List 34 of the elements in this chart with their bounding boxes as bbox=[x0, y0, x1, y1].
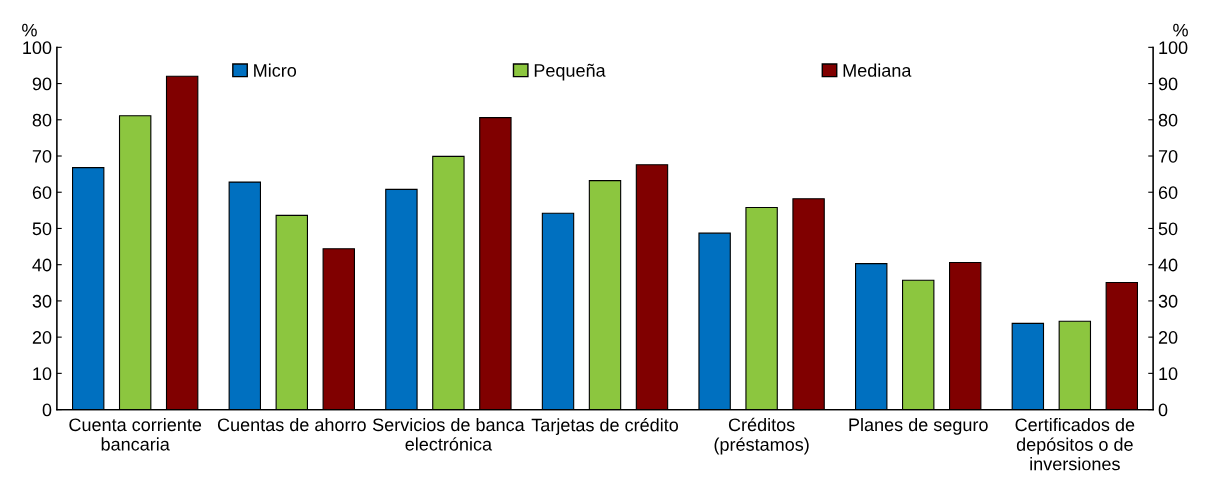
y-tick-label: 20 bbox=[32, 331, 52, 344]
y2-tick-label: 70 bbox=[1158, 149, 1178, 163]
y-tick-label: 60 bbox=[32, 186, 52, 199]
y2-tick-label: 50 bbox=[1158, 222, 1178, 236]
y2-tick-label: 30 bbox=[1158, 294, 1178, 308]
y-tick-label: 90 bbox=[32, 77, 52, 91]
y-tick-label: 40 bbox=[32, 258, 52, 272]
y2-tick-label: 10 bbox=[1159, 367, 1178, 381]
y-tick-label: 10 bbox=[33, 367, 52, 381]
y-tick-label: 30 bbox=[32, 294, 52, 308]
y2-tick-label: 90 bbox=[1158, 77, 1178, 91]
x-tick-label: Cuentas de ahorro bbox=[217, 417, 366, 432]
x-tick-label: Cuenta corriente bancaria bbox=[69, 417, 202, 451]
y-tick-label: 0 bbox=[42, 403, 52, 417]
x-tick-label: Certificados de depósitos o de inversiones bbox=[1015, 417, 1135, 471]
x-tick-label: Planes de seguro bbox=[849, 417, 988, 435]
y2-tick-label: 40 bbox=[1158, 258, 1178, 272]
y-tick-label: 70 bbox=[32, 149, 52, 163]
y2-tick-label: 100 bbox=[1159, 41, 1188, 55]
x-tick-label: Tarjetas de crédito bbox=[531, 417, 679, 435]
x-tick-label: Créditos (préstamos) bbox=[714, 417, 809, 455]
y2-axis-title: % bbox=[1173, 23, 1188, 37]
y2-tick-label: 20 bbox=[1158, 331, 1178, 344]
y-tick-label: 80 bbox=[32, 113, 52, 127]
y-tick-label: 100 bbox=[23, 41, 52, 55]
y-tick-label: 50 bbox=[32, 222, 52, 236]
y-axis-title: % bbox=[22, 23, 37, 37]
x-tick-label: Servicios de banca electrónica bbox=[372, 417, 525, 451]
legend-label: Mediana bbox=[843, 63, 912, 77]
legend-label: Pequeña bbox=[534, 63, 606, 81]
y2-tick-label: 0 bbox=[1158, 403, 1168, 417]
legend-label: Micro bbox=[254, 63, 297, 77]
y2-tick-label: 80 bbox=[1158, 113, 1178, 127]
y2-tick-label: 60 bbox=[1158, 186, 1178, 199]
